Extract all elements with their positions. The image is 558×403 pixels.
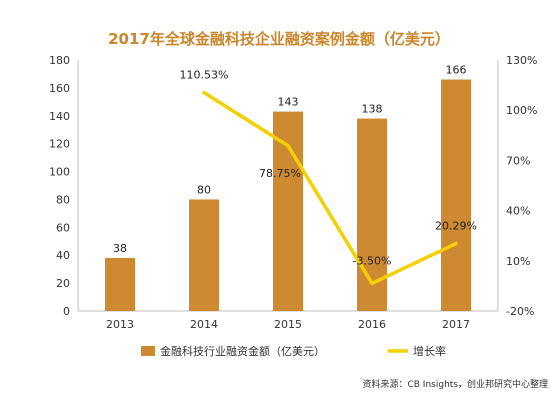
- x-tick-label: 2013: [106, 318, 134, 331]
- y-right-tick-label: 40%: [506, 205, 530, 218]
- y-right-tick-label: 100%: [506, 104, 537, 117]
- y-left-tick-label: 40: [56, 249, 70, 262]
- y-right-tick-label: -20%: [506, 305, 534, 318]
- y-left-tick-label: 120: [49, 138, 70, 151]
- y-left-tick-label: 100: [49, 166, 70, 179]
- x-tick-label: 2015: [274, 318, 302, 331]
- bar-value-label: 166: [446, 64, 467, 77]
- growth-rate-line: [202, 90, 458, 286]
- y-left-tick-label: 80: [56, 193, 70, 206]
- legend-bar-label: 金融科技行业融资金额（亿美元）: [160, 344, 325, 358]
- y-right-tick-label: 130%: [506, 54, 537, 67]
- source-note: 资料来源：CB Insights，创业邦研究中心整理: [362, 378, 548, 390]
- y-right-tick-label: 70%: [506, 154, 530, 167]
- y-left-tick-label: 180: [49, 54, 70, 67]
- legend-bar-swatch: [141, 346, 155, 356]
- y-left-tick-label: 60: [56, 221, 70, 234]
- y-left-tick-label: 20: [56, 277, 70, 290]
- bar: [273, 111, 303, 311]
- bar-value-label: 143: [278, 96, 299, 109]
- y-right-tick-label: 10%: [506, 255, 530, 268]
- x-tick-label: 2017: [442, 318, 470, 331]
- bar: [105, 258, 135, 311]
- line-value-label: 110.53%: [180, 69, 229, 82]
- y-left-tick-label: 140: [49, 110, 70, 123]
- bar: [441, 79, 471, 312]
- legend-line-label: 增长率: [413, 344, 446, 358]
- bar-value-label: 38: [113, 242, 127, 255]
- bar: [189, 199, 219, 311]
- legend: 金融科技行业融资金额（亿美元） 增长率: [141, 344, 446, 358]
- line-value-label: 78.75%: [259, 167, 301, 180]
- line-value-label: 20.29%: [435, 220, 477, 233]
- plot-area: 0 20 40 60 80 100 120 140 160 180 -20% 10% 40% 70% 100…: [49, 54, 537, 331]
- y-left-tick-label: 0: [63, 305, 70, 318]
- bar-value-label: 80: [197, 183, 211, 196]
- bar-value-label: 138: [362, 103, 383, 116]
- x-tick-label: 2014: [190, 318, 218, 331]
- chart-title: 2017年全球金融科技企业融资案例金额（亿美元）: [108, 30, 450, 48]
- x-tick-label: 2016: [358, 318, 386, 331]
- line-value-label: -3.50%: [353, 254, 392, 267]
- y-left-tick-label: 160: [49, 82, 70, 95]
